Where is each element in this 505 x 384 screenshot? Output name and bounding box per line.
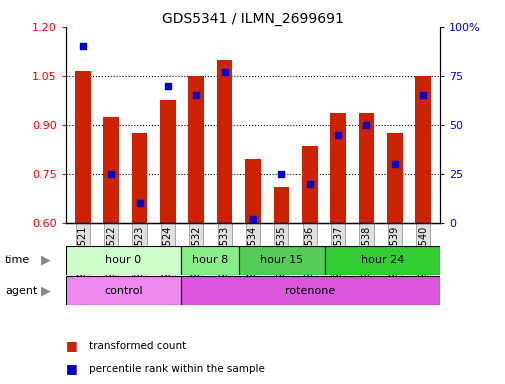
Bar [181,246,238,275]
Point [79,43,87,50]
Point [220,69,228,75]
Text: hour 8: hour 8 [191,255,227,265]
Point [390,161,398,167]
Bar [66,246,181,275]
Text: agent: agent [5,286,37,296]
Bar [131,133,147,223]
Bar [188,76,204,223]
Point [164,83,172,89]
Point [192,92,200,98]
Point [333,131,341,138]
Point [248,216,257,222]
Bar [273,187,288,223]
Text: hour 15: hour 15 [260,255,303,265]
Point [305,180,313,187]
Text: ■: ■ [66,362,77,375]
Text: ▶: ▶ [40,254,50,266]
Title: GDS5341 / ILMN_2699691: GDS5341 / ILMN_2699691 [162,12,343,26]
Bar [217,60,232,223]
Bar [301,146,317,223]
Text: percentile rank within the sample: percentile rank within the sample [88,364,264,374]
Bar [324,246,439,275]
Bar [181,276,439,305]
Bar [330,113,345,223]
Point [277,170,285,177]
Text: hour 24: hour 24 [360,255,403,265]
Bar [386,133,402,223]
Point [362,122,370,128]
Bar [415,76,430,223]
Text: ■: ■ [66,339,77,352]
Text: transformed count: transformed count [88,341,185,351]
Point [418,92,426,98]
Bar [160,100,175,223]
Bar [66,276,181,305]
Bar [245,159,260,223]
Text: time: time [5,255,30,265]
Text: rotenone: rotenone [285,286,335,296]
Text: control: control [104,286,142,296]
Point [135,200,143,206]
Text: ▶: ▶ [40,285,50,297]
Bar [75,71,90,223]
Bar [103,117,119,223]
Text: hour 0: hour 0 [105,255,141,265]
Bar [238,246,324,275]
Point [107,170,115,177]
Bar [358,113,374,223]
